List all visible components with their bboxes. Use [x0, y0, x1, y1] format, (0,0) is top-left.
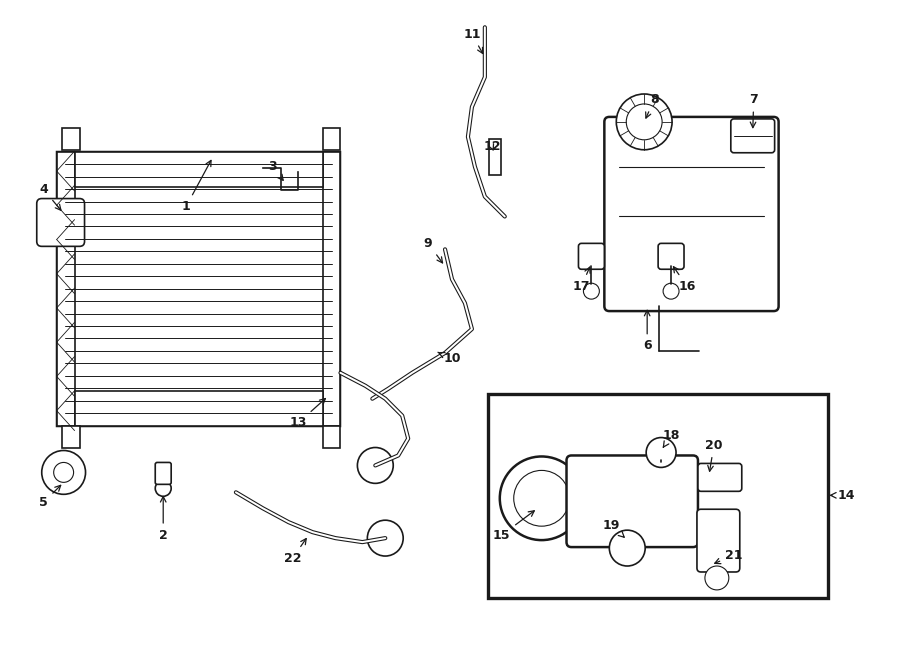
Bar — [75, 391, 322, 426]
Text: 10: 10 — [438, 352, 461, 366]
Text: 19: 19 — [603, 519, 625, 537]
Text: 13: 13 — [290, 399, 326, 429]
FancyBboxPatch shape — [698, 463, 742, 491]
Text: 15: 15 — [493, 511, 535, 541]
Circle shape — [626, 104, 662, 140]
FancyBboxPatch shape — [155, 463, 171, 485]
Bar — [322, 152, 340, 426]
Bar — [75, 152, 322, 186]
Text: 7: 7 — [750, 93, 758, 128]
FancyBboxPatch shape — [731, 119, 775, 153]
Text: 18: 18 — [662, 429, 680, 447]
Circle shape — [500, 457, 583, 540]
Circle shape — [155, 481, 171, 496]
Circle shape — [367, 520, 403, 556]
Text: 17: 17 — [572, 267, 590, 293]
Text: 9: 9 — [424, 237, 443, 263]
Text: 3: 3 — [268, 160, 284, 180]
Circle shape — [609, 530, 645, 566]
Circle shape — [583, 283, 599, 299]
FancyBboxPatch shape — [37, 198, 85, 247]
Text: 11: 11 — [464, 28, 482, 54]
Bar — [57, 152, 340, 426]
Circle shape — [616, 94, 672, 150]
Circle shape — [646, 438, 676, 467]
Text: 22: 22 — [284, 539, 306, 564]
Text: 2: 2 — [158, 496, 167, 541]
FancyBboxPatch shape — [579, 243, 604, 269]
FancyBboxPatch shape — [697, 509, 740, 572]
Text: 16: 16 — [673, 266, 696, 293]
Circle shape — [41, 451, 86, 494]
Text: 20: 20 — [705, 439, 723, 471]
FancyBboxPatch shape — [658, 243, 684, 269]
Circle shape — [514, 471, 570, 526]
Bar — [488, 394, 828, 598]
Bar — [57, 152, 75, 426]
Text: 8: 8 — [645, 93, 659, 118]
Bar — [489, 139, 500, 175]
Text: 4: 4 — [40, 183, 61, 210]
Text: 12: 12 — [483, 140, 500, 153]
Text: 1: 1 — [182, 161, 211, 213]
Bar — [322, 128, 340, 150]
Text: 14: 14 — [831, 488, 855, 502]
Text: 21: 21 — [715, 549, 742, 564]
FancyBboxPatch shape — [604, 117, 778, 311]
Bar — [61, 128, 79, 150]
Circle shape — [705, 566, 729, 590]
Bar — [61, 426, 79, 447]
Circle shape — [357, 447, 393, 483]
Text: 5: 5 — [40, 485, 60, 509]
Bar — [322, 426, 340, 447]
Circle shape — [54, 463, 74, 483]
FancyBboxPatch shape — [566, 455, 698, 547]
Text: 6: 6 — [643, 310, 652, 352]
Circle shape — [663, 283, 679, 299]
